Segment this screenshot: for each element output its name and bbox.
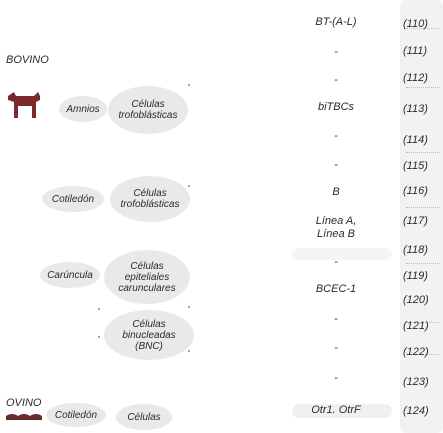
separator: [406, 263, 440, 264]
gene-band-highlight: [292, 404, 392, 418]
reference-label: (116): [403, 185, 428, 197]
reference-label: (118): [403, 244, 428, 256]
reference-label: (115): [403, 160, 428, 172]
gene-label: B: [332, 186, 340, 198]
gene-dash: -: [334, 130, 338, 142]
gene-band-highlight: [292, 248, 392, 260]
reference-label: (110): [403, 18, 428, 30]
dot-marker: [188, 306, 190, 308]
cells-epiteliales: Células epiteliales carunculares: [104, 250, 190, 304]
reference-label: (120): [403, 294, 429, 306]
separator: [406, 28, 440, 29]
gene-label: Otr1. OtrF: [311, 404, 361, 416]
dot-marker: [188, 84, 190, 86]
gene-dash: -: [334, 74, 338, 86]
separator: [406, 152, 440, 153]
separator: [406, 354, 440, 355]
gene-dash: -: [334, 46, 338, 58]
reference-label: (119): [403, 270, 428, 282]
cells-binucleadas: Células binucleadas (BNC): [104, 310, 194, 360]
tissue-carincula: Carúncula: [40, 262, 100, 288]
cells-trofoblasticas-2: Células trofoblásticas: [110, 176, 190, 222]
separator: [406, 322, 440, 323]
dot-marker: [98, 336, 100, 338]
gene-label: BT-(A-L): [315, 16, 357, 28]
reference-label: (113): [403, 103, 428, 115]
gene-label: Línea A,: [315, 215, 357, 227]
reference-label: (122): [403, 346, 429, 358]
tissue-amnios: Amnios: [59, 96, 107, 122]
separator: [406, 207, 440, 208]
cells-bottom: Células: [116, 404, 172, 430]
dot-marker: [98, 308, 100, 310]
dot-marker: [188, 185, 190, 187]
dot-marker: [188, 350, 190, 352]
tissue-cotiledon: Cotiledón: [42, 186, 104, 212]
reference-label: (112): [403, 72, 428, 84]
reference-label: (124): [403, 405, 429, 417]
tissue-cotiledon-bottom: Cotiledón: [46, 403, 106, 427]
reference-label: (111): [403, 45, 428, 57]
gene-label: Línea B: [317, 228, 355, 240]
species-bovino-label: BOVINO: [6, 54, 49, 66]
gene-dash: -: [334, 256, 338, 268]
gene-dash: -: [334, 372, 338, 384]
species-ovino-label: OVINO: [6, 397, 42, 409]
separator: [406, 87, 440, 88]
cow-silhouette-icon: [8, 92, 40, 118]
gene-dash: -: [334, 342, 338, 354]
reference-label: (121): [403, 320, 429, 332]
gene-label: BCEC-1: [315, 283, 357, 295]
gene-label: biTBCs: [317, 101, 355, 113]
gene-dash: -: [334, 159, 338, 171]
gene-dash: -: [334, 313, 338, 325]
reference-band: [400, 0, 443, 433]
reference-label: (117): [403, 215, 428, 227]
sheep-silhouette-icon: [6, 414, 42, 420]
reference-label: (123): [403, 376, 429, 388]
cells-trofoblasticas-1: Células trofoblásticas: [108, 86, 188, 134]
reference-label: (114): [403, 134, 428, 146]
